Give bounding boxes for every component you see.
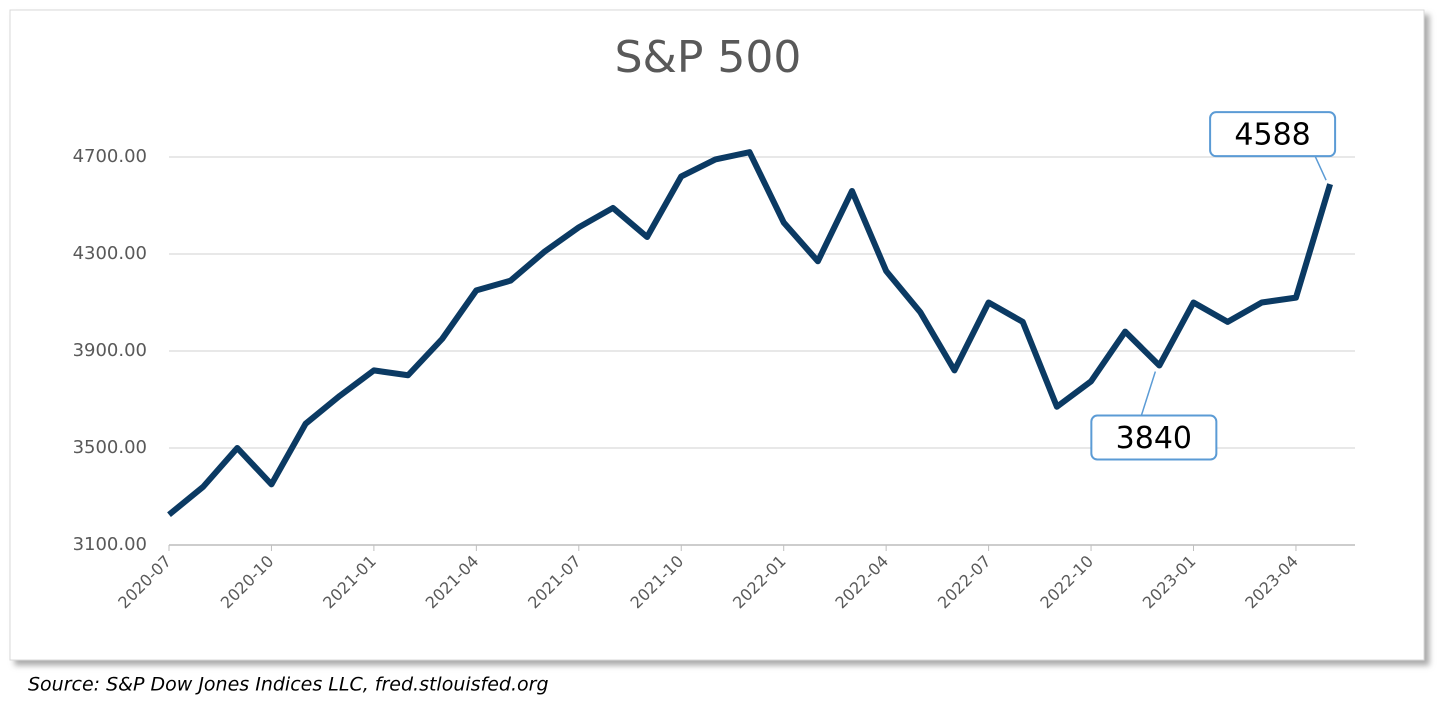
source-note: Source: S&P Dow Jones Indices LLC, fred.… — [28, 674, 549, 696]
callout-box — [1090, 414, 1218, 461]
callout-pointer — [1314, 155, 1327, 181]
callout-label: 3840 — [1116, 421, 1192, 456]
chart-title: S&P 500 — [615, 32, 802, 83]
callout-box — [1209, 111, 1337, 158]
y-tick-label: 3500.00 — [73, 437, 147, 458]
callout-pointer — [1140, 371, 1157, 416]
callout-label: 4588 — [1234, 118, 1310, 153]
y-tick-label: 3100.00 — [73, 534, 147, 555]
y-tick-label: 4300.00 — [73, 243, 147, 264]
y-tick-label: 3900.00 — [73, 340, 147, 361]
chart-frame — [9, 9, 1425, 661]
line-series — [167, 149, 1333, 518]
y-tick-label: 4700.00 — [73, 146, 147, 167]
